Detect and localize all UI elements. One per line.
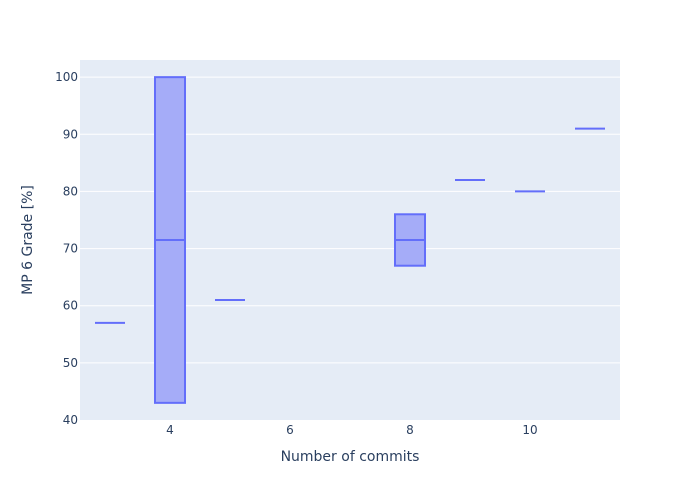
y-tick-label: 90 (63, 127, 78, 141)
y-tick-label: 100 (55, 70, 78, 84)
y-tick-label: 40 (63, 413, 78, 427)
y-tick-label: 50 (63, 356, 78, 370)
x-axis-ticks: 4 6 8 10 (166, 423, 537, 437)
y-tick-label: 60 (63, 299, 78, 313)
boxes-layer (95, 76, 605, 404)
y-axis-ticks: 40 50 60 70 80 90 100 (55, 70, 78, 427)
y-axis-title: MP 6 Grade [%] (20, 185, 36, 295)
x-tick-label: 4 (166, 423, 174, 437)
x-axis-title: Number of commits (281, 449, 420, 465)
box-group[interactable] (394, 213, 426, 267)
x-tick-label: 10 (522, 423, 537, 437)
x-tick-label: 6 (286, 423, 294, 437)
y-tick-label: 80 (63, 184, 78, 198)
y-tick-label: 70 (63, 242, 78, 256)
x-tick-label: 8 (406, 423, 414, 437)
box-group[interactable] (154, 76, 186, 404)
